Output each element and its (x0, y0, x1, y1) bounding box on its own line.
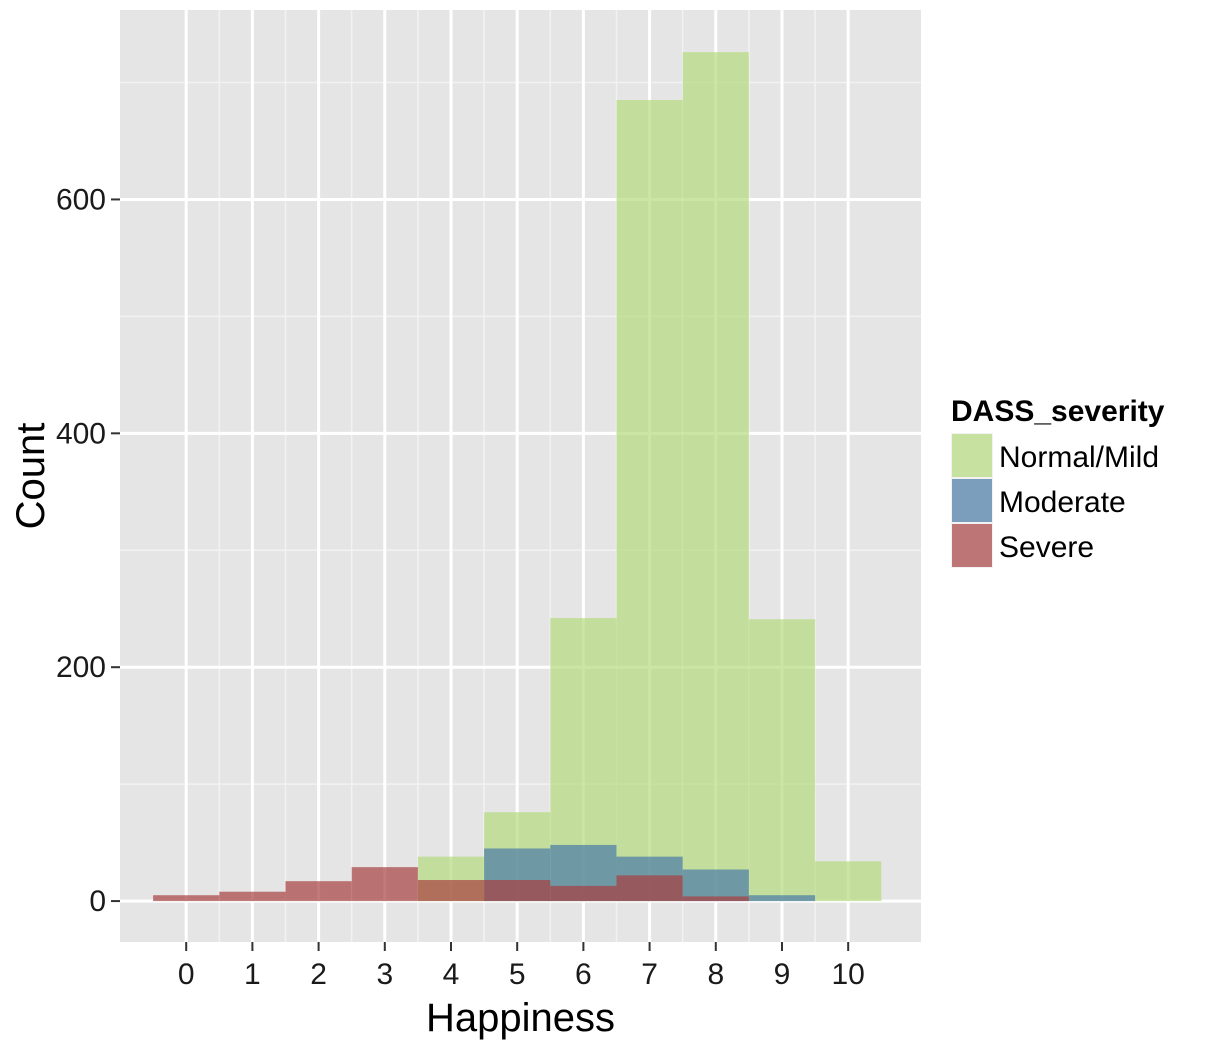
bar-severe (682, 896, 749, 902)
bar-normal-mild (748, 619, 816, 902)
bar-severe (285, 881, 352, 902)
legend-swatch-severe (952, 524, 992, 567)
bar-severe (616, 875, 683, 902)
x-tick-label: 10 (831, 958, 864, 991)
x-tick-label: 3 (376, 958, 393, 991)
bar-normal-mild (815, 861, 882, 902)
legend-swatch-normal-mild (952, 434, 992, 477)
legend-title: DASS_severity (951, 395, 1165, 428)
x-tick-label: 6 (575, 958, 592, 991)
bar-severe (153, 895, 220, 902)
x-axis: 0 1 2 3 4 5 6 7 8 9 10 (178, 942, 865, 991)
legend-label-severe: Severe (999, 531, 1094, 564)
bar-severe (351, 867, 418, 902)
x-axis-title: Happiness (426, 996, 615, 1040)
bar-severe (550, 885, 617, 902)
bar-moderate (682, 869, 749, 902)
x-tick-label: 2 (310, 958, 327, 991)
y-axis: 0 200 400 600 (56, 183, 120, 918)
x-tick-label: 7 (641, 958, 658, 991)
bar-normal-mild (616, 100, 683, 902)
x-tick-label: 0 (178, 958, 195, 991)
y-tick-label: 0 (89, 885, 106, 918)
bar-normal-mild (682, 52, 749, 902)
bar-severe (417, 880, 485, 902)
y-tick-label: 400 (56, 417, 106, 450)
legend-swatch-moderate (952, 479, 992, 522)
x-tick-label: 4 (443, 958, 460, 991)
x-tick-label: 5 (509, 958, 526, 991)
y-tick-label: 600 (56, 183, 106, 216)
x-tick-label: 9 (774, 958, 791, 991)
legend: DASS_severity Normal/Mild Moderate Severe (951, 395, 1165, 568)
bars (153, 52, 882, 902)
y-tick-label: 200 (56, 651, 106, 684)
bar-severe (219, 891, 286, 902)
x-tick-label: 1 (244, 958, 261, 991)
bar-moderate (748, 895, 816, 902)
bar-severe (484, 880, 551, 902)
legend-label-moderate: Moderate (999, 486, 1126, 519)
x-tick-label: 8 (707, 958, 724, 991)
legend-label-normal-mild: Normal/Mild (999, 441, 1159, 474)
y-axis-title: Count (9, 423, 53, 530)
